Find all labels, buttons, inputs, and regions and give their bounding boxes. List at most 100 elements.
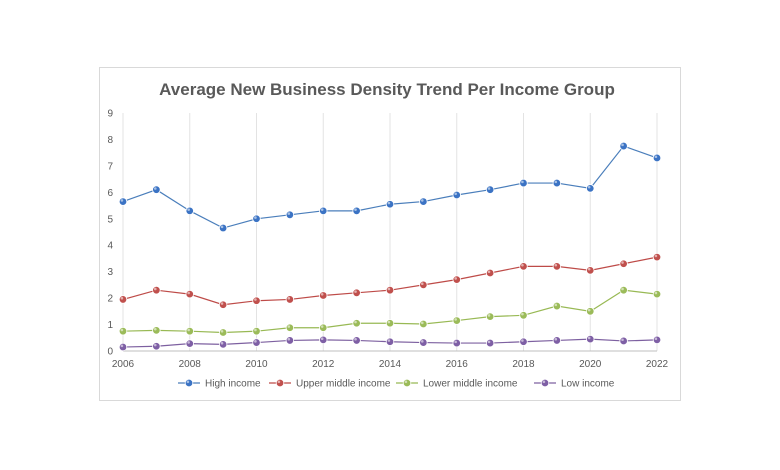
data-point [485, 185, 495, 194]
data-point [319, 206, 328, 216]
marker-body [319, 335, 328, 345]
data-point [185, 326, 194, 336]
marker-body [385, 285, 395, 295]
x-tick-label: 2020 [579, 359, 602, 370]
marker-body [185, 339, 194, 348]
marker-highlight [454, 277, 457, 280]
marker-body [118, 197, 128, 206]
data-point [619, 141, 628, 151]
y-tick-label: 3 [107, 267, 113, 278]
marker-body [586, 334, 595, 344]
marker-highlight [587, 185, 591, 189]
marker-body [552, 336, 562, 345]
marker-highlight [287, 337, 291, 341]
data-point [185, 206, 194, 216]
data-point [519, 311, 528, 320]
marker-highlight [420, 321, 424, 325]
data-point [419, 338, 428, 347]
marker-highlight [220, 329, 224, 333]
data-point [285, 295, 295, 304]
marker-body [152, 285, 161, 295]
marker-body [540, 378, 550, 388]
marker-highlight [542, 380, 546, 384]
marker-body [619, 285, 628, 295]
legend-label: Lower middle income [423, 379, 518, 390]
legend-entry: Low income [534, 379, 615, 390]
marker-highlight [654, 337, 658, 340]
marker-body [218, 328, 228, 337]
marker-body [285, 295, 295, 304]
data-point [252, 214, 261, 223]
marker-highlight [254, 216, 257, 219]
marker-body [452, 338, 461, 348]
data-point [385, 337, 395, 346]
marker-highlight [187, 341, 190, 344]
legend: High income Upper middle income Lower midd… [178, 379, 615, 390]
chart-title: Average New Business Density Trend Per I… [159, 80, 615, 99]
series-layer [118, 141, 662, 352]
data-point [185, 339, 194, 348]
legend-label: Upper middle income [296, 379, 391, 390]
marker-highlight [153, 187, 157, 190]
marker-highlight [387, 287, 391, 291]
marker-highlight [320, 208, 324, 211]
marker-highlight [354, 208, 357, 211]
marker-body [419, 319, 428, 329]
marker-highlight [187, 291, 190, 295]
marker-highlight [454, 340, 457, 344]
series-lower-middle-income [118, 285, 662, 337]
marker-highlight [320, 325, 324, 328]
marker-highlight [621, 261, 624, 264]
marker-highlight [420, 199, 424, 202]
gridlines [122, 113, 658, 351]
marker-highlight [120, 328, 124, 332]
series-high-income [118, 141, 662, 233]
marker-highlight [387, 320, 391, 324]
data-point [319, 335, 328, 345]
marker-body [452, 190, 461, 200]
y-tick-label: 5 [107, 214, 113, 225]
data-point [252, 338, 261, 347]
legend-entry: Upper middle income [269, 379, 391, 390]
data-point [619, 336, 628, 346]
marker-highlight [254, 340, 257, 343]
marker-highlight [521, 339, 524, 342]
data-point [452, 190, 461, 200]
data-point [118, 295, 128, 304]
marker-highlight [387, 339, 391, 342]
x-tick-label: 2006 [112, 359, 135, 370]
marker-body [275, 378, 285, 388]
x-tick-label: 2012 [312, 359, 335, 370]
data-point [619, 285, 628, 295]
data-point [652, 289, 662, 299]
data-point [485, 338, 495, 348]
data-point [118, 326, 128, 336]
marker-highlight [554, 180, 558, 184]
marker-body [385, 200, 395, 209]
marker-body [285, 210, 295, 220]
legend-label: High income [205, 379, 261, 390]
marker-highlight [153, 343, 157, 347]
marker-highlight [487, 270, 491, 274]
data-point [452, 316, 461, 325]
marker-body [319, 206, 328, 216]
marker-body [519, 311, 528, 320]
marker-highlight [354, 337, 357, 341]
marker-body [352, 288, 361, 298]
marker-body [352, 319, 361, 328]
data-point [385, 285, 395, 295]
marker-highlight [420, 340, 424, 343]
marker-body [619, 336, 628, 346]
marker-highlight [277, 380, 281, 384]
marker-body [519, 337, 528, 346]
marker-body [152, 326, 161, 335]
data-point [218, 300, 228, 309]
marker-highlight [654, 254, 658, 258]
marker-highlight [320, 292, 324, 296]
marker-body [185, 206, 194, 216]
data-point [152, 185, 161, 194]
data-point [319, 323, 328, 332]
marker-highlight [220, 341, 224, 345]
data-point [118, 342, 128, 352]
marker-highlight [287, 212, 291, 215]
